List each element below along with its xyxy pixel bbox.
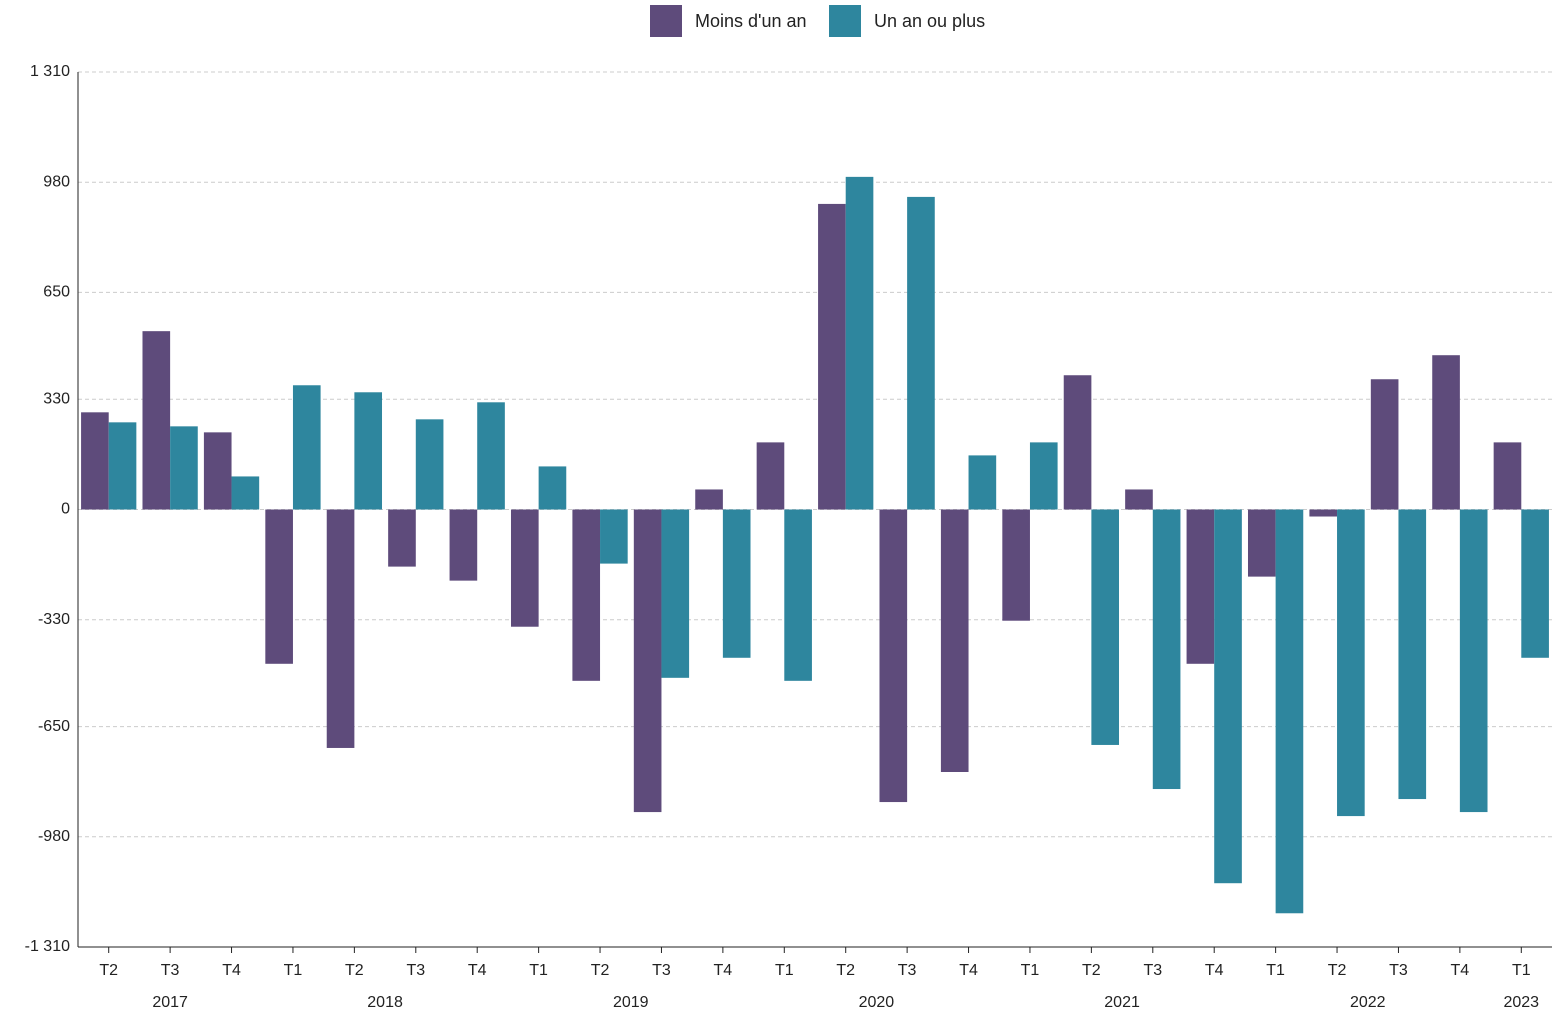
x-tick-label: T3 — [652, 962, 671, 979]
bar — [695, 489, 723, 510]
year-label: 2020 — [859, 994, 895, 1011]
legend-label: Un an ou plus — [874, 11, 985, 31]
bar — [1029, 442, 1058, 510]
year-label: 2019 — [613, 994, 649, 1011]
bar — [81, 412, 109, 510]
bar — [1002, 509, 1030, 621]
y-tick-label: 330 — [43, 391, 70, 408]
bar — [940, 509, 969, 772]
bar — [633, 509, 662, 813]
y-tick-label: -650 — [38, 718, 70, 735]
bar — [600, 509, 628, 564]
x-tick-label: T1 — [1266, 962, 1285, 979]
x-tick-label: T4 — [468, 962, 487, 979]
year-label: 2021 — [1104, 994, 1140, 1011]
bar — [1214, 509, 1242, 884]
bar — [538, 466, 567, 510]
bar — [142, 331, 171, 510]
bar — [1275, 509, 1304, 914]
bar — [1459, 509, 1488, 813]
x-tick-label: T1 — [284, 962, 303, 979]
bar — [1152, 509, 1181, 790]
bar — [203, 432, 232, 510]
y-tick-label: 0 — [61, 501, 70, 518]
legend-label: Moins d'un an — [695, 11, 807, 31]
y-tick-label: 1 310 — [30, 63, 70, 80]
bar — [572, 509, 601, 681]
x-tick-label: T1 — [1021, 962, 1040, 979]
bar — [449, 509, 478, 581]
bar — [1521, 509, 1549, 658]
y-tick-label: -1 310 — [25, 938, 70, 955]
bar — [845, 176, 874, 510]
x-tick-label: T1 — [775, 962, 794, 979]
x-tick-label: T4 — [1205, 962, 1224, 979]
y-tick-label: -980 — [38, 828, 70, 845]
year-label: 2018 — [367, 994, 403, 1011]
x-tick-label: T2 — [345, 962, 364, 979]
bar — [1063, 375, 1092, 510]
bar — [326, 509, 355, 748]
x-tick-label: T4 — [222, 962, 241, 979]
x-tick-label: T2 — [591, 962, 610, 979]
x-tick-label: T4 — [714, 962, 733, 979]
bar — [1091, 509, 1120, 745]
year-label: 2017 — [152, 994, 188, 1011]
bar — [231, 476, 260, 510]
bar — [1309, 509, 1338, 517]
bar — [1398, 509, 1427, 800]
bar — [510, 509, 539, 627]
y-tick-label: 980 — [43, 173, 70, 190]
bar — [108, 422, 137, 510]
x-tick-label: T3 — [406, 962, 425, 979]
bar — [477, 402, 505, 510]
bar — [661, 509, 690, 678]
legend-swatch — [829, 5, 861, 37]
x-tick-label: T3 — [1389, 962, 1408, 979]
bar — [1125, 489, 1153, 510]
bar — [879, 509, 908, 803]
bar — [388, 509, 416, 567]
bar — [170, 426, 198, 510]
bar — [1370, 379, 1399, 510]
bar — [1432, 355, 1460, 510]
bar — [784, 509, 812, 681]
bar — [292, 385, 321, 510]
bar — [818, 203, 846, 510]
bar — [907, 196, 935, 510]
x-tick-label: T3 — [161, 962, 180, 979]
x-tick-label: T4 — [959, 962, 978, 979]
year-label: 2022 — [1350, 994, 1386, 1011]
x-tick-label: T2 — [836, 962, 855, 979]
x-tick-label: T4 — [1451, 962, 1470, 979]
bar — [265, 509, 293, 664]
bar — [722, 509, 751, 658]
bar — [968, 455, 997, 510]
bar — [354, 392, 383, 510]
bar — [1337, 509, 1365, 817]
bar — [1493, 442, 1522, 510]
legend-swatch — [650, 5, 682, 37]
y-tick-label: 650 — [43, 284, 70, 301]
x-tick-label: T2 — [1082, 962, 1101, 979]
x-tick-label: T2 — [99, 962, 118, 979]
x-tick-label: T3 — [898, 962, 917, 979]
bar — [1247, 509, 1276, 577]
bar — [415, 419, 444, 510]
x-tick-label: T3 — [1143, 962, 1162, 979]
x-tick-label: T1 — [529, 962, 548, 979]
bar — [756, 442, 785, 510]
year-label: 2023 — [1503, 994, 1539, 1011]
x-tick-label: T1 — [1512, 962, 1531, 979]
x-tick-label: T2 — [1328, 962, 1347, 979]
bar — [1186, 509, 1215, 664]
y-tick-label: -330 — [38, 611, 70, 628]
